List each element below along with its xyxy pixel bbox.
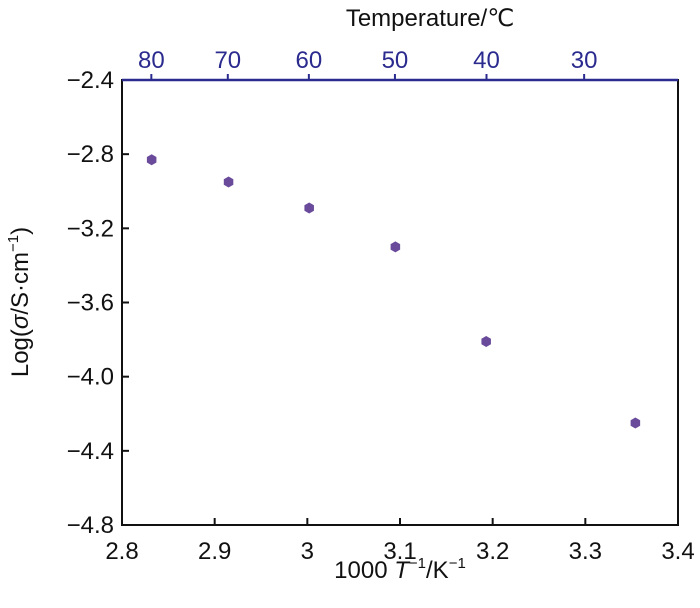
- y-axis-title-prefix: Log(: [7, 329, 34, 377]
- data-point: [304, 202, 314, 214]
- x-tick-label: 3: [301, 538, 314, 565]
- x-tick-label: 3.4: [661, 538, 694, 565]
- data-point: [481, 335, 491, 347]
- x-tick-label: 3.2: [476, 538, 509, 565]
- y-tick-label: −2.8: [67, 141, 114, 168]
- y-axis-title-superscript: −1: [5, 235, 22, 252]
- x-tick-label: 2.9: [198, 538, 231, 565]
- y-axis-ticks: −2.4 −2.8 −3.2 −3.6 −4.0 −4.4 −4.8: [67, 67, 129, 539]
- y-axis-title: Log(σ/S·cm−1): [5, 227, 34, 377]
- top-tick-label: 40: [473, 47, 500, 74]
- y-tick-label: −2.4: [67, 67, 114, 94]
- x-axis-title-superscript-1: −1: [409, 555, 426, 572]
- y-axis-title-unit: /S·cm: [7, 252, 34, 315]
- data-point: [223, 176, 234, 188]
- y-axis-title-suffix: ): [7, 227, 34, 235]
- x-axis-title-unit: /K: [426, 557, 449, 584]
- y-axis-title-sigma: σ: [7, 313, 34, 329]
- top-tick-label: 30: [571, 47, 598, 74]
- x-tick-label: 3.1: [383, 538, 416, 565]
- top-tick-label: 60: [296, 47, 323, 74]
- data-points: [146, 154, 641, 429]
- top-tick-label: 50: [382, 47, 409, 74]
- x-tick-label: 2.8: [105, 538, 138, 565]
- y-tick-label: −4.4: [67, 438, 114, 465]
- data-point: [630, 417, 641, 429]
- x-axis-title-variable: T: [394, 557, 411, 584]
- y-tick-label: −4.0: [67, 364, 114, 391]
- y-tick-label: −4.8: [67, 512, 114, 539]
- x-axis-title: 1000 T−1/K−1: [334, 555, 466, 584]
- x-axis-title-prefix: 1000: [334, 557, 394, 584]
- y-tick-label: −3.2: [67, 215, 114, 242]
- x-axis-title-superscript-2: −1: [449, 555, 466, 572]
- data-point: [146, 154, 157, 166]
- plot-frame: [121, 79, 679, 526]
- x-axis-ticks: 2.8 2.9 3 3.1 3.2 3.3 3.4: [105, 518, 695, 565]
- data-point: [390, 241, 401, 253]
- top-tick-label: 80: [138, 47, 165, 74]
- x-tick-label: 3.3: [569, 538, 602, 565]
- y-tick-label: −3.6: [67, 290, 114, 317]
- top-axis-title: Temperature/℃: [346, 5, 514, 32]
- top-tick-label: 70: [214, 47, 241, 74]
- top-axis-ticks: 80 70 60 50 40 30: [122, 47, 678, 82]
